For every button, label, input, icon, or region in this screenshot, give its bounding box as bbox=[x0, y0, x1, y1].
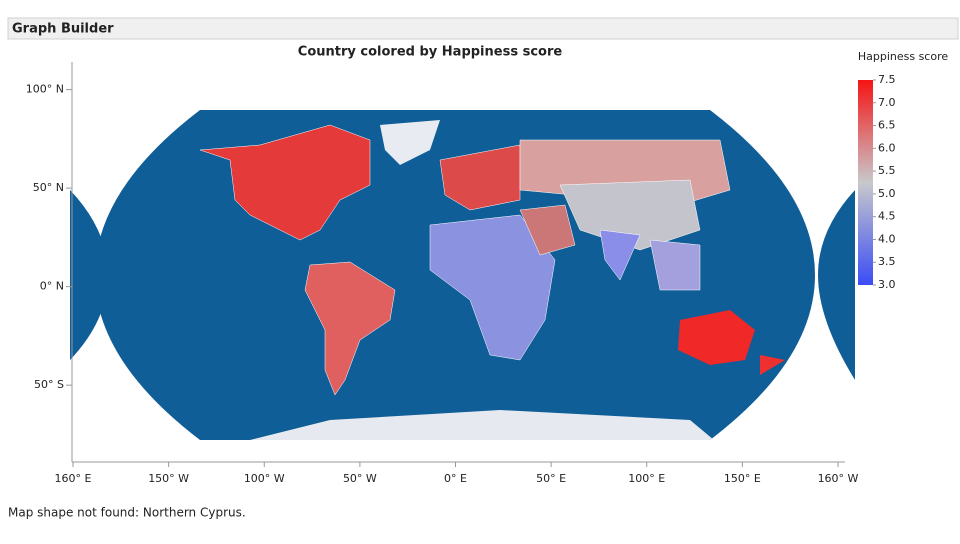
x-tick-label: 50° E bbox=[536, 472, 566, 485]
x-tick-label: 100° W bbox=[244, 472, 285, 485]
australia bbox=[678, 310, 755, 365]
title-bar bbox=[7, 17, 959, 40]
new-zealand bbox=[760, 355, 785, 375]
color-tick-label: 5.0 bbox=[878, 187, 896, 200]
x-tick-label: 160° E bbox=[55, 472, 92, 485]
southeast-asia bbox=[649, 239, 701, 291]
map bbox=[70, 110, 855, 440]
y-tick-label: 0° N bbox=[40, 280, 64, 293]
x-tick-label: 50° W bbox=[343, 472, 377, 485]
middle-east bbox=[519, 204, 576, 256]
china bbox=[559, 179, 701, 251]
color-tick-label: 7.5 bbox=[878, 73, 896, 86]
europe bbox=[439, 144, 521, 211]
color-tick-label: 7.0 bbox=[878, 96, 896, 109]
greenland bbox=[380, 120, 440, 165]
color-tick-label: 5.5 bbox=[878, 164, 896, 177]
ocean-right bbox=[818, 190, 855, 380]
y-tick-label: 50° S bbox=[34, 378, 64, 391]
legend-title: Happiness score bbox=[858, 50, 949, 63]
color-tick-label: 6.0 bbox=[878, 141, 896, 154]
y-tick-label: 100° N bbox=[26, 83, 64, 96]
window-title: Graph Builder bbox=[12, 22, 114, 37]
india bbox=[599, 229, 641, 281]
north-america bbox=[199, 124, 371, 241]
color-tick-label: 6.5 bbox=[878, 119, 896, 132]
color-tick-label: 4.0 bbox=[878, 232, 896, 245]
x-tick-label: 150° W bbox=[148, 472, 189, 485]
south-america bbox=[304, 261, 396, 396]
x-tick-label: 150° E bbox=[724, 472, 761, 485]
x-tick-label: 100° E bbox=[628, 472, 665, 485]
chart-title: Country colored by Happiness score bbox=[298, 45, 563, 60]
x-tick-label: 160° W bbox=[818, 472, 859, 485]
y-tick-label: 50° N bbox=[33, 181, 64, 194]
antarctica bbox=[230, 410, 720, 440]
color-bar bbox=[858, 80, 873, 285]
footer-note: Map shape not found: Northern Cyprus. bbox=[8, 506, 246, 520]
color-tick-label: 3.5 bbox=[878, 255, 896, 268]
ocean-left bbox=[70, 190, 108, 360]
color-tick-label: 4.5 bbox=[878, 210, 896, 223]
x-tick-label: 0° E bbox=[444, 472, 467, 485]
color-tick-label: 3.0 bbox=[878, 278, 896, 291]
